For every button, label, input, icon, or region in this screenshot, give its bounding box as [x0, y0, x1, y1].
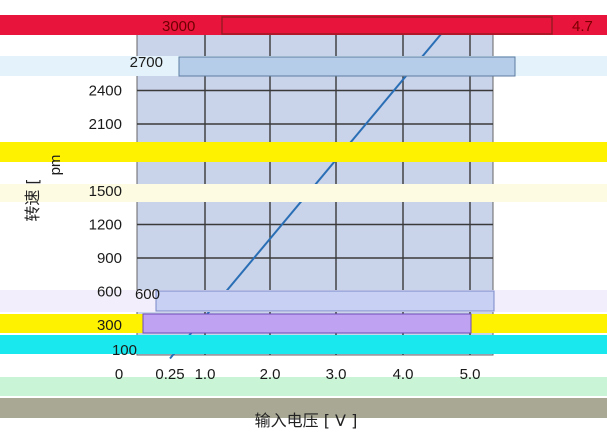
red-band: [0, 15, 607, 35]
y-tick-label: 2100: [89, 116, 122, 133]
x-tick-label: 3.0: [326, 366, 347, 383]
red-band-box: [221, 16, 553, 35]
y-tick-label: 600: [97, 284, 122, 301]
red-band-label: 3000: [162, 18, 195, 35]
y-tick-fragment-600: 600: [135, 286, 160, 303]
blue-box-upper: [178, 56, 516, 77]
gray-band: [0, 398, 607, 418]
mint-band: [0, 377, 607, 396]
x-tick-label: 5.0: [460, 366, 481, 383]
x-tick-label: 1.0: [195, 366, 216, 383]
y-axis-title-fragment: pm: [47, 155, 64, 176]
y-tick-label: 2400: [89, 83, 122, 100]
pale-yellow-band: [0, 184, 607, 202]
yellow-band-top: [0, 142, 607, 162]
y-tick-label: 900: [97, 250, 122, 267]
blue-box-lower: [155, 290, 495, 312]
x-tick-label: 0: [115, 366, 123, 383]
y-tick-label: 300: [97, 317, 122, 334]
x-tick-label: 0.25: [155, 366, 184, 383]
y-tick-label: 1500: [89, 183, 122, 200]
purple-box: [142, 313, 472, 334]
y-axis-title: 转速 [: [23, 178, 42, 221]
cyan-band: [0, 335, 607, 354]
y-tick-label: 1200: [89, 217, 122, 234]
label-layer: 300 600 900 1200 1500 2100 2400 100 2700 600 0 0.25…: [89, 54, 481, 383]
x-tick-label: 4.0: [393, 366, 414, 383]
x-axis-title: 输入电压 [ V ]: [255, 411, 358, 430]
y-tick-fragment-2700: 2700: [130, 54, 163, 71]
right-label: 4.7: [572, 18, 593, 35]
x-tick-label: 2.0: [260, 366, 281, 383]
y-tick-fragment-100: 100: [112, 342, 137, 359]
